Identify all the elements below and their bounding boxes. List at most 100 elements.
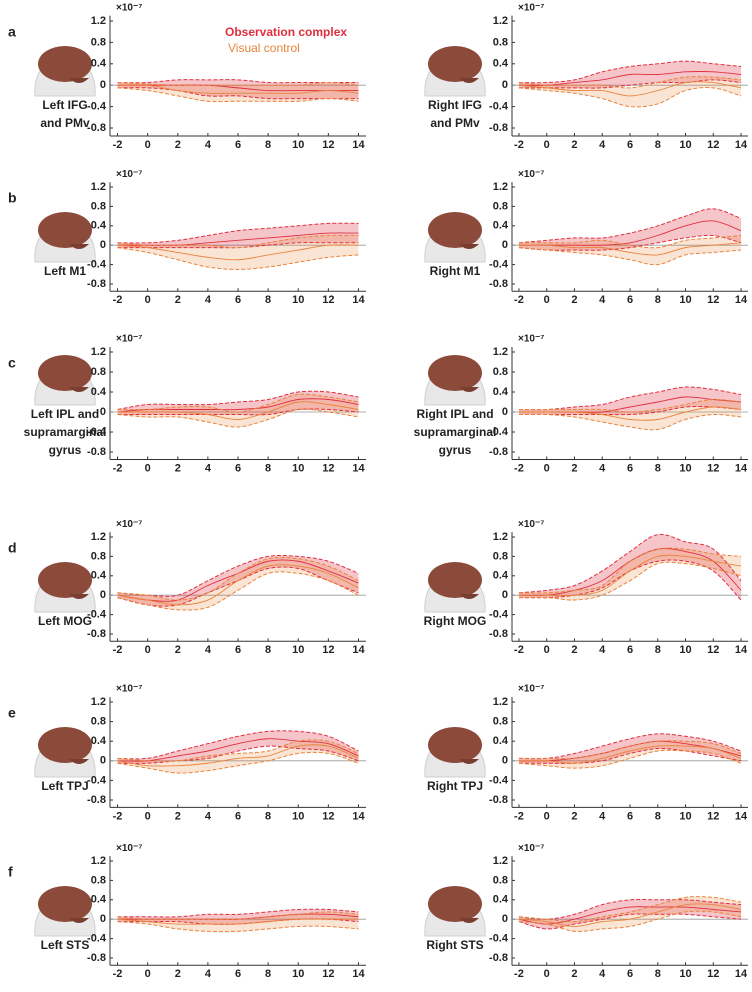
region-label: supramarginal <box>414 425 497 439</box>
brain <box>428 562 482 598</box>
y-tick-label: 0.4 <box>493 570 509 582</box>
brain-cerebellum <box>69 244 89 249</box>
x-tick-label: -2 <box>113 139 123 151</box>
x-tick-label: 4 <box>599 139 606 151</box>
band-edge <box>518 79 742 89</box>
y-tick-label: 1.2 <box>91 531 106 543</box>
x-tick-label: 10 <box>292 462 304 474</box>
x-tick-label: -2 <box>514 294 524 306</box>
x-tick-label: 8 <box>655 644 661 656</box>
y-tick-label: 0.8 <box>91 716 106 728</box>
axis-multiplier: ×10⁻⁷ <box>116 519 142 530</box>
x-tick-label: 10 <box>292 644 304 656</box>
confidence-band <box>518 740 742 769</box>
brain-cerebellum <box>459 918 479 923</box>
region-label: and PMv <box>40 116 90 130</box>
x-tick-label: 8 <box>265 139 271 151</box>
x-tick-label: 4 <box>205 968 212 980</box>
x-tick-label: 0 <box>544 139 550 151</box>
axis-multiplier: ×10⁻⁷ <box>116 2 142 13</box>
x-tick-label: 14 <box>735 294 748 306</box>
x-tick-label: 12 <box>322 968 334 980</box>
y-tick-label: -0.4 <box>489 101 509 113</box>
band-edge <box>518 910 742 932</box>
brain-cerebellum <box>69 78 89 83</box>
band-edge <box>117 911 359 920</box>
band-edge <box>518 76 742 89</box>
band-edge <box>518 547 742 594</box>
mean-line <box>518 903 742 927</box>
y-tick-label: 0.4 <box>91 570 107 582</box>
panel: d Left MOG ×10⁻⁷ -0.8 -0.4 0 0.4 0.8 1.2 -2 0 2 4 6 8 1… <box>8 519 366 656</box>
y-tick-label: 0.8 <box>91 874 106 886</box>
x-tick-label: 14 <box>352 810 365 822</box>
y-tick-label: 0 <box>502 913 508 925</box>
y-tick-label: 0.8 <box>493 874 508 886</box>
x-tick-label: 0 <box>544 810 550 822</box>
x-tick-label: 10 <box>292 294 304 306</box>
x-tick-label: 12 <box>707 644 719 656</box>
x-tick-label: 8 <box>265 644 271 656</box>
x-tick-label: 12 <box>707 294 719 306</box>
brain <box>428 727 482 763</box>
mean-line <box>518 81 742 97</box>
x-tick-label: 8 <box>655 968 661 980</box>
panel: Right IFG and PMv ×10⁻⁷ -0.8 -0.4 0 0.4 0.8 1.2 -… <box>424 2 748 151</box>
x-tick-label: 0 <box>544 294 550 306</box>
brain <box>428 212 482 248</box>
x-tick-label: 14 <box>735 644 748 656</box>
x-tick-label: -2 <box>514 968 524 980</box>
brain <box>428 46 482 82</box>
x-tick-label: 6 <box>235 462 241 474</box>
mean-line <box>117 744 359 767</box>
band-edge <box>518 913 742 930</box>
x-tick-label: -2 <box>113 462 123 474</box>
y-tick-label: -0.4 <box>87 609 107 621</box>
band-edge <box>518 896 742 923</box>
band-edge <box>518 234 742 251</box>
y-tick-label: -0.4 <box>489 609 509 621</box>
y-tick-label: 0.4 <box>91 220 107 232</box>
axis-multiplier: ×10⁻⁷ <box>116 684 142 695</box>
y-tick-label: 0 <box>502 79 508 91</box>
x-tick-label: 0 <box>544 644 550 656</box>
mean-line <box>117 244 359 261</box>
band-edge <box>518 208 742 244</box>
x-tick-label: 8 <box>265 294 271 306</box>
y-tick-label: -0.8 <box>87 122 106 134</box>
y-tick-label: 1.2 <box>493 346 508 358</box>
x-tick-label: 6 <box>235 968 241 980</box>
x-tick-label: 4 <box>205 139 212 151</box>
brain <box>428 886 482 922</box>
band-edge <box>518 406 742 416</box>
region-label: Right TPJ <box>427 779 483 793</box>
x-tick-label: 6 <box>627 644 633 656</box>
x-tick-label: 10 <box>679 294 691 306</box>
y-tick-label: 1.2 <box>91 855 106 867</box>
x-tick-label: -2 <box>514 644 524 656</box>
x-tick-label: 0 <box>145 462 151 474</box>
x-tick-label: 8 <box>265 462 271 474</box>
region-label: Left IFG <box>42 98 87 112</box>
mean-line <box>518 745 742 764</box>
x-tick-label: 12 <box>322 139 334 151</box>
y-tick-label: 0.8 <box>91 36 106 48</box>
y-tick-label: -0.8 <box>87 278 106 290</box>
x-tick-label: 2 <box>175 644 181 656</box>
mean-line <box>518 71 742 86</box>
x-tick-label: 0 <box>145 139 151 151</box>
confidence-band <box>518 76 742 107</box>
x-tick-label: 0 <box>544 968 550 980</box>
axis-multiplier: ×10⁻⁷ <box>518 2 544 13</box>
axis-multiplier: ×10⁻⁷ <box>518 169 544 180</box>
x-tick-label: 2 <box>571 294 577 306</box>
y-tick-label: -0.8 <box>489 628 508 640</box>
band-edge <box>117 234 359 249</box>
mean-line <box>518 220 742 246</box>
x-tick-label: 2 <box>175 968 181 980</box>
y-tick-label: -0.8 <box>87 446 106 458</box>
confidence-band <box>518 386 742 415</box>
panel: f Left STS ×10⁻⁷ -0.8 -0.4 0 0.4 0.8 1.2 -2 0 2 4 6 8 1… <box>8 843 366 980</box>
x-tick-label: 0 <box>145 644 151 656</box>
